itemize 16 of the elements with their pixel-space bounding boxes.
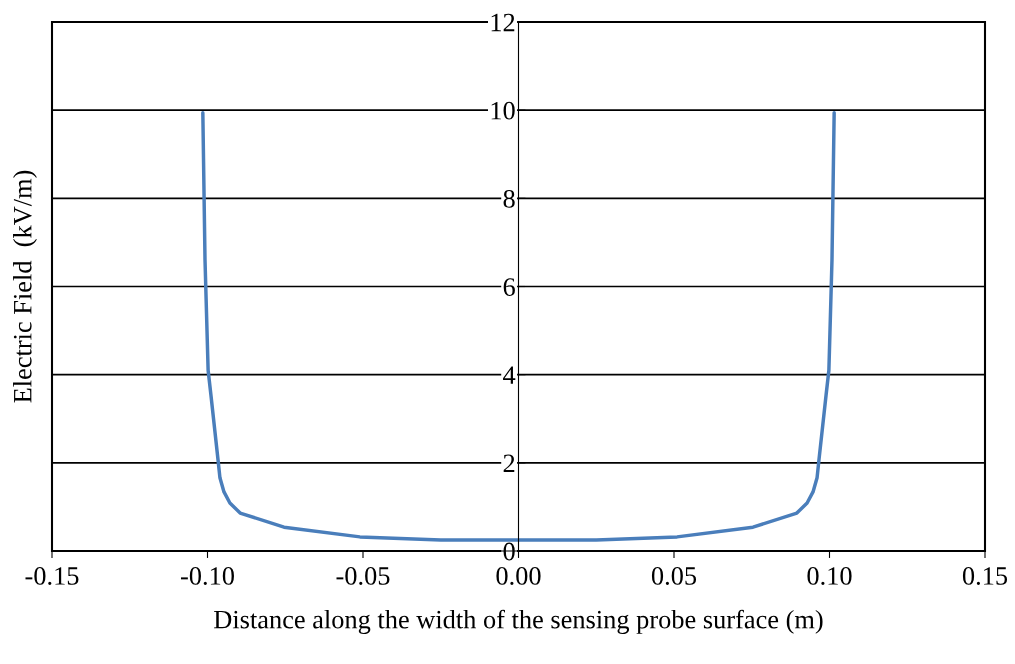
y-tick-label: 12 bbox=[491, 13, 515, 32]
x-axis-title: Distance along the width of the sensing probe surface (m) bbox=[214, 609, 823, 634]
x-tick-label: 0.10 bbox=[807, 567, 852, 585]
x-tick-label: -0.15 bbox=[25, 567, 79, 585]
x-tick-label: 0.05 bbox=[651, 567, 697, 585]
y-tick-label: 4 bbox=[503, 366, 516, 384]
y-tick-label: 6 bbox=[503, 278, 515, 296]
x-tick-label: -0.05 bbox=[336, 567, 390, 585]
y-tick-label: 8 bbox=[503, 189, 515, 208]
y-tick-label: 0 bbox=[503, 542, 515, 561]
x-tick-label: -0.10 bbox=[181, 567, 234, 585]
y-axis-title: Electric Field (kV/m) bbox=[13, 170, 37, 403]
y-tick-label: 10 bbox=[491, 101, 515, 120]
x-tick-label: 0.00 bbox=[496, 567, 541, 585]
y-tick-label: 2 bbox=[503, 454, 515, 472]
x-tick-label: 0.15 bbox=[962, 567, 1008, 585]
